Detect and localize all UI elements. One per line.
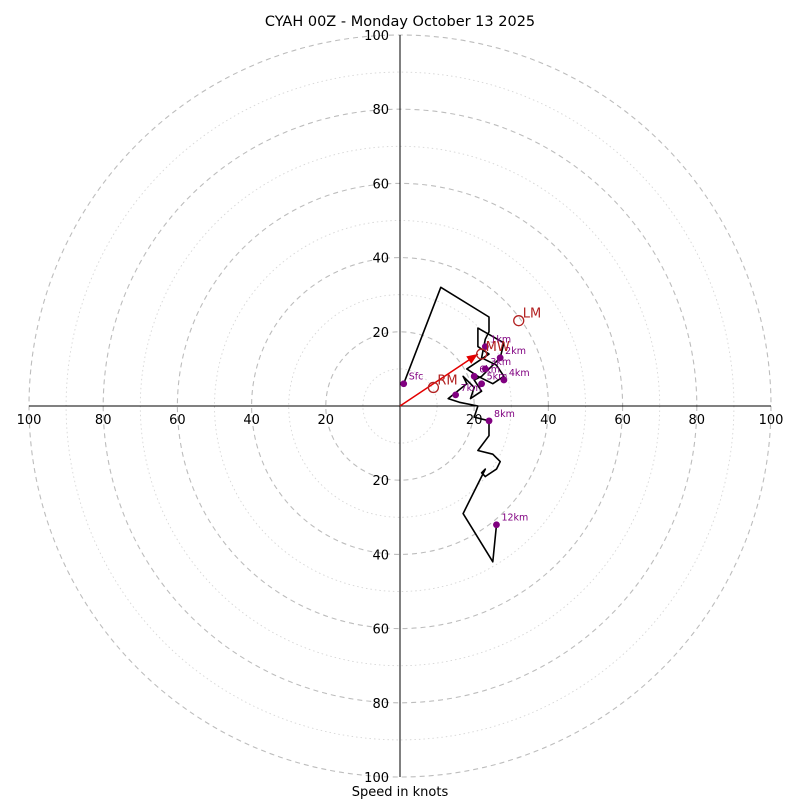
shear-vector-arrowhead xyxy=(466,354,478,364)
x-axis-label: Speed in knots xyxy=(352,785,449,800)
height-marker-dot xyxy=(493,521,500,529)
storm-motion-marker xyxy=(427,381,440,394)
x-tick-label: 80 xyxy=(95,413,112,428)
y-tick-label: 100 xyxy=(364,771,389,786)
y-tick-label: 100 xyxy=(364,29,389,44)
height-marker-label: Sfc xyxy=(409,372,424,383)
x-tick-label: 60 xyxy=(614,413,631,428)
y-tick-label: 80 xyxy=(372,697,389,712)
height-marker-label: 1km xyxy=(490,335,511,346)
height-marker-label: 3km xyxy=(490,357,511,368)
y-tick-label: 60 xyxy=(372,177,389,192)
height-marker-dot xyxy=(478,380,486,388)
axis-tick-labels: 100 100 80 80 60 60 40 40 20 20 20 20 40 40 60 60 80 80 10… xyxy=(17,29,784,786)
storm-motion-label: LM xyxy=(523,307,541,322)
storm-motion-marker xyxy=(513,315,525,327)
height-marker-dot xyxy=(496,354,504,362)
x-tick-label: 20 xyxy=(466,413,483,428)
height-marker-dot xyxy=(400,380,408,388)
height-marker-label: 12km xyxy=(501,513,528,524)
height-marker-dot xyxy=(452,391,460,399)
x-tick-label: 80 xyxy=(689,413,706,428)
height-marker-label: 7km xyxy=(461,383,482,394)
height-marker-dot xyxy=(470,372,478,380)
height-marker-label: 6km xyxy=(479,364,500,375)
x-tick-label: 20 xyxy=(318,413,335,428)
height-marker-label: 8km xyxy=(494,409,515,420)
shear-vector xyxy=(399,353,479,407)
chart-title: CYAH 00Z - Monday October 13 2025 xyxy=(265,14,535,30)
y-tick-label: 40 xyxy=(372,252,389,267)
height-marker-label: 4km xyxy=(509,368,530,379)
x-tick-label: 100 xyxy=(759,413,784,428)
storm-motion-markers: RM LM MW xyxy=(427,307,541,394)
y-tick-label: 80 xyxy=(372,103,389,118)
y-tick-label: 20 xyxy=(372,326,389,341)
y-tick-label: 20 xyxy=(372,474,389,489)
hodograph-line xyxy=(402,286,505,563)
storm-motion-label: MW xyxy=(486,340,510,355)
hodograph-trace xyxy=(402,286,505,563)
height-marker-label: 2km xyxy=(505,346,526,357)
storm-motion-label: RM xyxy=(437,373,457,388)
y-tick-label: 40 xyxy=(372,548,389,563)
y-tick-label: 60 xyxy=(372,623,389,638)
x-tick-label: 100 xyxy=(17,413,42,428)
x-tick-label: 40 xyxy=(243,413,260,428)
height-marker-dot xyxy=(481,365,489,373)
shear-vector-line xyxy=(399,353,479,407)
height-marker-dot xyxy=(485,417,493,425)
storm-motion-marker xyxy=(475,348,488,360)
height-marker-label: 5km xyxy=(487,372,508,383)
x-tick-label: 60 xyxy=(169,413,186,428)
height-marker-dot xyxy=(500,376,508,384)
height-marker-dot xyxy=(481,343,489,351)
x-tick-label: 40 xyxy=(540,413,557,428)
